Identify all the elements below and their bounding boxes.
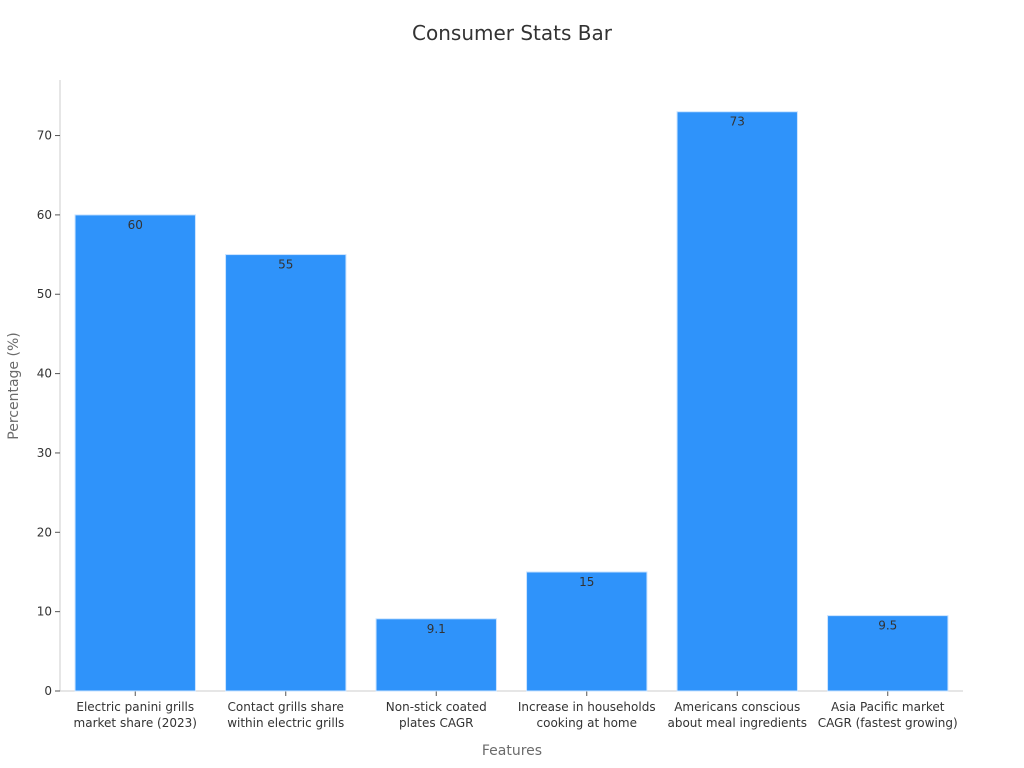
x-tick-label-line: Increase in households (518, 700, 656, 714)
y-tick-label: 0 (44, 684, 52, 698)
bar (74, 214, 196, 692)
bar (375, 618, 497, 692)
x-tick-label: Increase in households cooking at home (518, 700, 656, 730)
x-axis-title: Features (482, 743, 542, 759)
data-label: 55 (278, 258, 293, 272)
x-tick-label: Asia Pacific market CAGR (fastest growing… (818, 700, 958, 730)
x-tick-label: Contact grills share within electric gril… (227, 700, 344, 730)
x-tick-label-line: Americans conscious (674, 700, 800, 714)
bars (74, 111, 949, 692)
data-label: 9.1 (427, 622, 446, 636)
x-tick-label: Non-stick coated plates CAGR (386, 700, 487, 730)
x-tick-label-line: cooking at home (537, 716, 638, 730)
chart-title: Consumer Stats Bar (412, 21, 613, 45)
data-labels: 60 55 9.1 15 73 9.5 (128, 115, 898, 636)
x-tick-label-line: Contact grills share (228, 700, 344, 714)
y-tick-label: 60 (37, 208, 52, 222)
data-label: 15 (579, 575, 594, 589)
bar (676, 111, 798, 692)
bar (225, 254, 347, 692)
x-tick-label: Electric panini grills market share (2023… (74, 700, 197, 730)
data-label: 60 (128, 218, 143, 232)
y-tick-label: 40 (37, 367, 52, 381)
x-axis: Electric panini grills market share (2023… (60, 690, 963, 730)
y-axis: 0 10 20 30 40 50 60 70 (37, 80, 61, 698)
y-tick-label: 20 (37, 525, 52, 539)
x-tick-label-line: plates CAGR (399, 716, 473, 730)
bar (827, 615, 949, 692)
data-label: 9.5 (878, 619, 897, 633)
x-tick-label-line: CAGR (fastest growing) (818, 716, 958, 730)
y-tick-label: 50 (37, 287, 52, 301)
x-tick-label-line: Asia Pacific market (831, 700, 945, 714)
x-tick-label-line: market share (2023) (74, 716, 197, 730)
y-axis-title: Percentage (%) (6, 332, 22, 439)
x-tick-label-line: about meal ingredients (667, 716, 807, 730)
y-tick-label: 30 (37, 446, 52, 460)
x-tick-label: Americans conscious about meal ingredient… (667, 700, 807, 730)
bar (526, 571, 648, 692)
y-tick-label: 70 (37, 129, 52, 143)
x-tick-label-line: Non-stick coated (386, 700, 487, 714)
data-label: 73 (730, 115, 745, 129)
x-tick-label-line: within electric grills (227, 716, 344, 730)
x-tick-label-line: Electric panini grills (76, 700, 194, 714)
y-tick-label: 10 (37, 605, 52, 619)
